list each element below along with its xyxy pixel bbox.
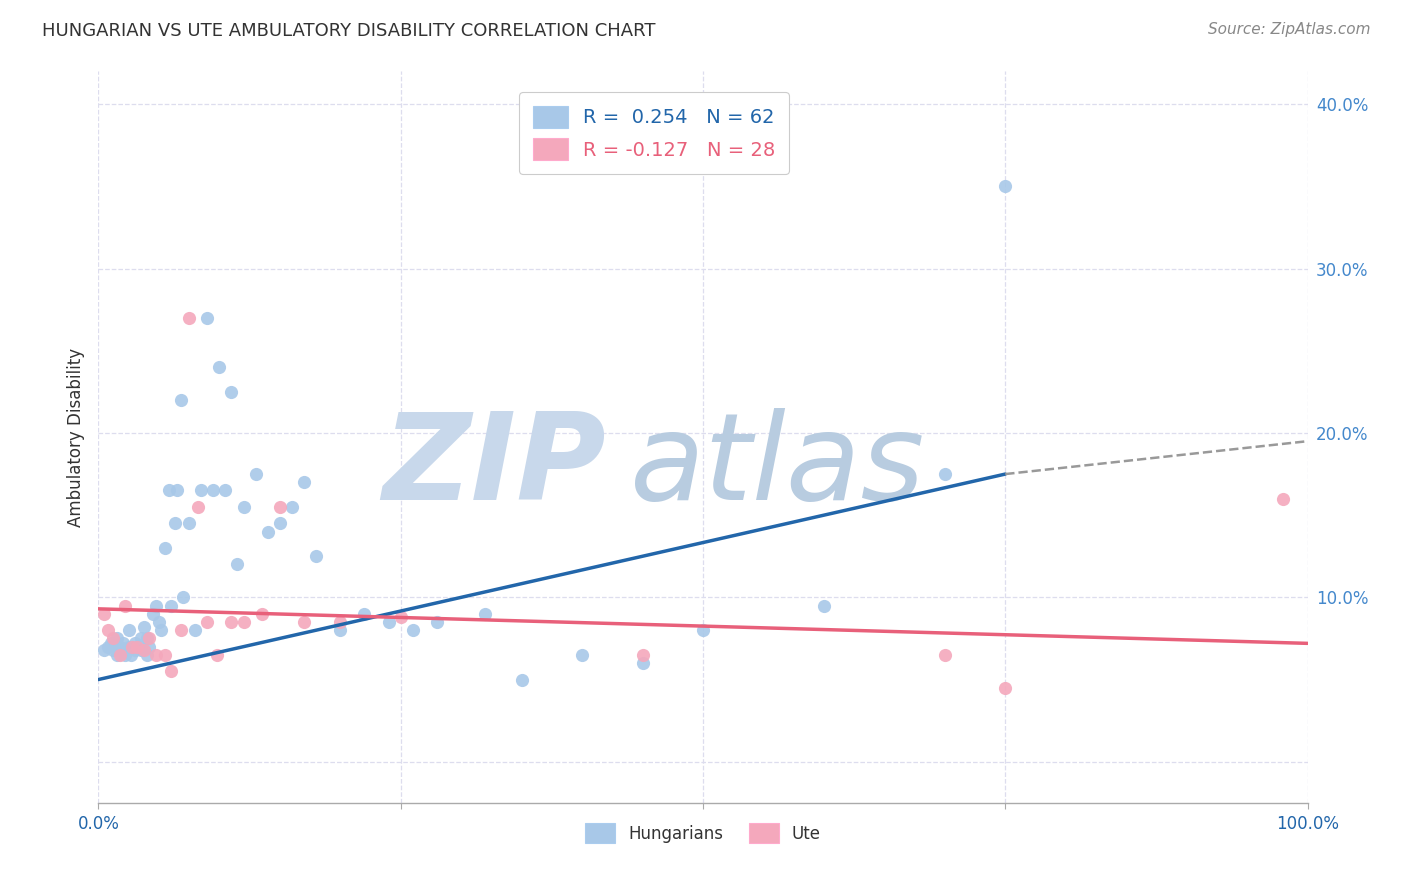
Point: [232, 615, 254, 629]
Point: [195, 310, 218, 325]
Point: [250, 607, 273, 621]
Point: [179, 310, 201, 325]
Point: [305, 549, 328, 564]
Point: [114, 599, 136, 613]
Point: [118, 640, 141, 654]
Point: [292, 615, 315, 629]
Point: [120, 648, 142, 662]
Point: [631, 656, 654, 670]
Point: [134, 620, 156, 634]
Point: [101, 643, 124, 657]
Point: [124, 643, 146, 657]
Point: [153, 648, 176, 662]
Point: [994, 179, 1017, 194]
Point: [214, 483, 236, 498]
Text: atlas: atlas: [630, 408, 925, 524]
Point: [226, 558, 249, 572]
Point: [118, 624, 141, 638]
Point: [205, 648, 228, 662]
Point: [129, 632, 152, 646]
Point: [105, 648, 128, 662]
Point: [97, 640, 120, 654]
Point: [994, 681, 1017, 695]
Point: [111, 636, 134, 650]
Point: [135, 632, 157, 646]
Point: [138, 632, 160, 646]
Point: [169, 393, 191, 408]
Point: [269, 500, 291, 514]
Point: [145, 648, 167, 662]
Point: [100, 636, 122, 650]
Point: [281, 500, 304, 514]
Point: [145, 599, 167, 613]
Point: [114, 643, 136, 657]
Point: [377, 615, 399, 629]
Point: [150, 624, 173, 638]
Point: [232, 500, 254, 514]
Point: [148, 615, 170, 629]
Point: [208, 360, 231, 375]
Point: [256, 524, 278, 539]
Point: [692, 624, 714, 638]
Point: [934, 648, 956, 662]
Point: [93, 607, 115, 621]
Point: [157, 483, 180, 498]
Point: [108, 648, 131, 662]
Point: [142, 607, 165, 621]
Point: [329, 624, 352, 638]
Text: ZIP: ZIP: [382, 408, 606, 524]
Point: [184, 624, 207, 638]
Point: [163, 516, 186, 531]
Point: [97, 624, 120, 638]
Point: [108, 640, 131, 654]
Point: [402, 624, 425, 638]
Text: HUNGARIAN VS UTE AMBULATORY DISABILITY CORRELATION CHART: HUNGARIAN VS UTE AMBULATORY DISABILITY C…: [42, 22, 655, 40]
Point: [571, 648, 593, 662]
Point: [127, 640, 149, 654]
Point: [934, 467, 956, 481]
Point: [138, 640, 160, 654]
Point: [631, 648, 654, 662]
Point: [813, 599, 835, 613]
Point: [93, 643, 115, 657]
Point: [202, 483, 225, 498]
Point: [105, 632, 128, 646]
Point: [426, 615, 449, 629]
Point: [160, 599, 183, 613]
Point: [292, 475, 315, 490]
Legend: Hungarians, Ute: Hungarians, Ute: [578, 817, 828, 849]
Point: [269, 516, 291, 531]
Point: [153, 541, 176, 555]
Point: [474, 607, 496, 621]
Point: [172, 591, 194, 605]
Point: [124, 636, 146, 650]
Point: [129, 643, 152, 657]
Point: [134, 643, 156, 657]
Point: [179, 516, 201, 531]
Point: [114, 648, 136, 662]
Point: [121, 640, 143, 654]
Point: [353, 607, 375, 621]
Point: [221, 615, 243, 629]
Point: [221, 384, 243, 399]
Point: [187, 500, 209, 514]
Point: [510, 673, 533, 687]
Text: Source: ZipAtlas.com: Source: ZipAtlas.com: [1208, 22, 1371, 37]
Point: [190, 483, 212, 498]
Point: [195, 615, 218, 629]
Y-axis label: Ambulatory Disability: Ambulatory Disability: [66, 348, 84, 526]
Point: [166, 483, 188, 498]
Point: [127, 640, 149, 654]
Point: [135, 648, 157, 662]
Point: [329, 615, 352, 629]
Point: [389, 610, 412, 624]
Point: [1272, 491, 1295, 506]
Point: [245, 467, 267, 481]
Point: [169, 624, 191, 638]
Point: [101, 632, 124, 646]
Point: [160, 665, 183, 679]
